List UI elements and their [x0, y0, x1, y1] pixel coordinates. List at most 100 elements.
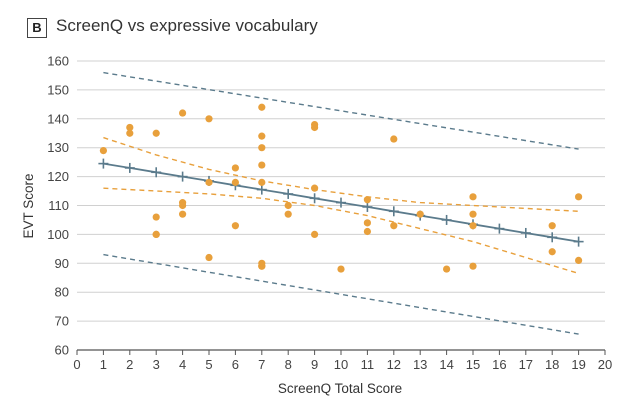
- data-point: [152, 230, 160, 238]
- data-point: [205, 115, 213, 123]
- fit-marker: [573, 236, 584, 247]
- y-tick-label-90: 90: [55, 256, 69, 271]
- fit-marker: [388, 206, 399, 217]
- data-point: [126, 123, 134, 132]
- data-point: [126, 129, 134, 137]
- data-point: [179, 201, 187, 210]
- x-tick-label-13: 13: [413, 357, 427, 372]
- fit-marker: [98, 158, 109, 169]
- data-point: [179, 109, 187, 117]
- data-point: [390, 222, 398, 230]
- data-point: [469, 222, 477, 230]
- interval-bands: [103, 71, 579, 335]
- x-tick-label-3: 3: [153, 357, 160, 372]
- data-point: [363, 227, 371, 236]
- y-tick-label-70: 70: [55, 314, 69, 329]
- x-tick-label-14: 14: [439, 357, 453, 372]
- chart-title: ScreenQ vs expressive vocabulary: [56, 16, 318, 35]
- x-tick-label-7: 7: [258, 357, 265, 372]
- y-tick-label-130: 130: [47, 140, 69, 155]
- fit-marker: [124, 162, 135, 173]
- data-point: [390, 135, 398, 143]
- data-point: [152, 213, 160, 221]
- confidence-band-lower: [103, 187, 579, 275]
- data-point: [258, 144, 266, 152]
- x-tick-label-1: 1: [100, 357, 107, 372]
- data-points: [99, 103, 583, 273]
- data-point: [258, 161, 266, 169]
- x-tick-label-11: 11: [361, 357, 375, 372]
- x-tick-label-0: 0: [73, 357, 80, 372]
- data-point: [416, 210, 424, 218]
- data-point: [205, 253, 213, 262]
- data-point: [469, 262, 477, 270]
- fit-marker: [283, 188, 294, 199]
- x-tick-label-9: 9: [311, 357, 318, 372]
- x-axis-label: ScreenQ Total Score: [278, 381, 402, 396]
- x-tick-label-6: 6: [232, 357, 239, 372]
- fit-marker: [441, 214, 452, 225]
- data-point: [284, 201, 292, 210]
- data-point: [231, 178, 239, 186]
- x-tick-label-12: 12: [387, 357, 401, 372]
- x-tick-label-17: 17: [519, 357, 533, 372]
- data-point: [575, 256, 583, 265]
- data-point: [548, 222, 556, 230]
- x-tick-label-19: 19: [571, 357, 585, 372]
- fit-marker: [177, 171, 188, 182]
- fit-marker: [520, 227, 531, 238]
- x-tick-label-15: 15: [466, 357, 480, 372]
- y-tick-label-140: 140: [47, 111, 69, 126]
- fit-marker: [256, 184, 267, 195]
- fit-marker: [362, 201, 373, 212]
- fit-marker: [151, 167, 162, 178]
- data-point: [575, 193, 583, 201]
- x-tick-label-5: 5: [205, 357, 212, 372]
- data-point: [205, 178, 213, 186]
- y-tick-label-80: 80: [55, 285, 69, 300]
- x-tick-label-16: 16: [492, 357, 506, 372]
- data-point: [469, 210, 477, 218]
- prediction-band-upper: [103, 71, 579, 150]
- data-point: [179, 210, 187, 218]
- x-tick-label-18: 18: [545, 357, 559, 372]
- data-point: [258, 262, 266, 270]
- data-point: [311, 230, 319, 238]
- panel-label: B: [27, 18, 47, 38]
- data-point: [99, 146, 107, 155]
- fit-marker: [494, 223, 505, 234]
- grid-lines: [77, 60, 605, 322]
- data-point: [469, 193, 477, 201]
- data-point: [548, 248, 556, 256]
- x-tick-label-4: 4: [179, 357, 186, 372]
- data-point: [363, 219, 371, 227]
- data-point: [337, 265, 345, 273]
- data-point: [311, 184, 319, 192]
- y-tick-label-150: 150: [47, 82, 69, 97]
- data-point: [258, 103, 266, 111]
- y-tick-label-120: 120: [47, 169, 69, 184]
- x-tick-label-10: 10: [334, 357, 348, 372]
- y-axis-label: EVT Score: [21, 173, 36, 238]
- x-tick-label-8: 8: [285, 357, 292, 372]
- y-tick-label-160: 160: [47, 54, 69, 69]
- fit-marker: [336, 197, 346, 208]
- fit-line-group: [98, 158, 584, 247]
- confidence-band-upper: [103, 136, 579, 212]
- data-point: [258, 178, 266, 186]
- y-tick-label-110: 110: [48, 198, 69, 213]
- x-tick-label-20: 20: [598, 357, 612, 372]
- data-point: [363, 196, 371, 204]
- y-tick-label-60: 60: [55, 343, 69, 358]
- data-point: [443, 265, 451, 273]
- data-point: [231, 164, 239, 172]
- y-tick-label-100: 100: [47, 227, 69, 242]
- x-tick-label-2: 2: [126, 357, 133, 372]
- data-point: [258, 132, 266, 140]
- fit-marker: [547, 232, 558, 243]
- data-point: [231, 222, 239, 230]
- data-point: [284, 210, 292, 218]
- data-point: [152, 129, 160, 137]
